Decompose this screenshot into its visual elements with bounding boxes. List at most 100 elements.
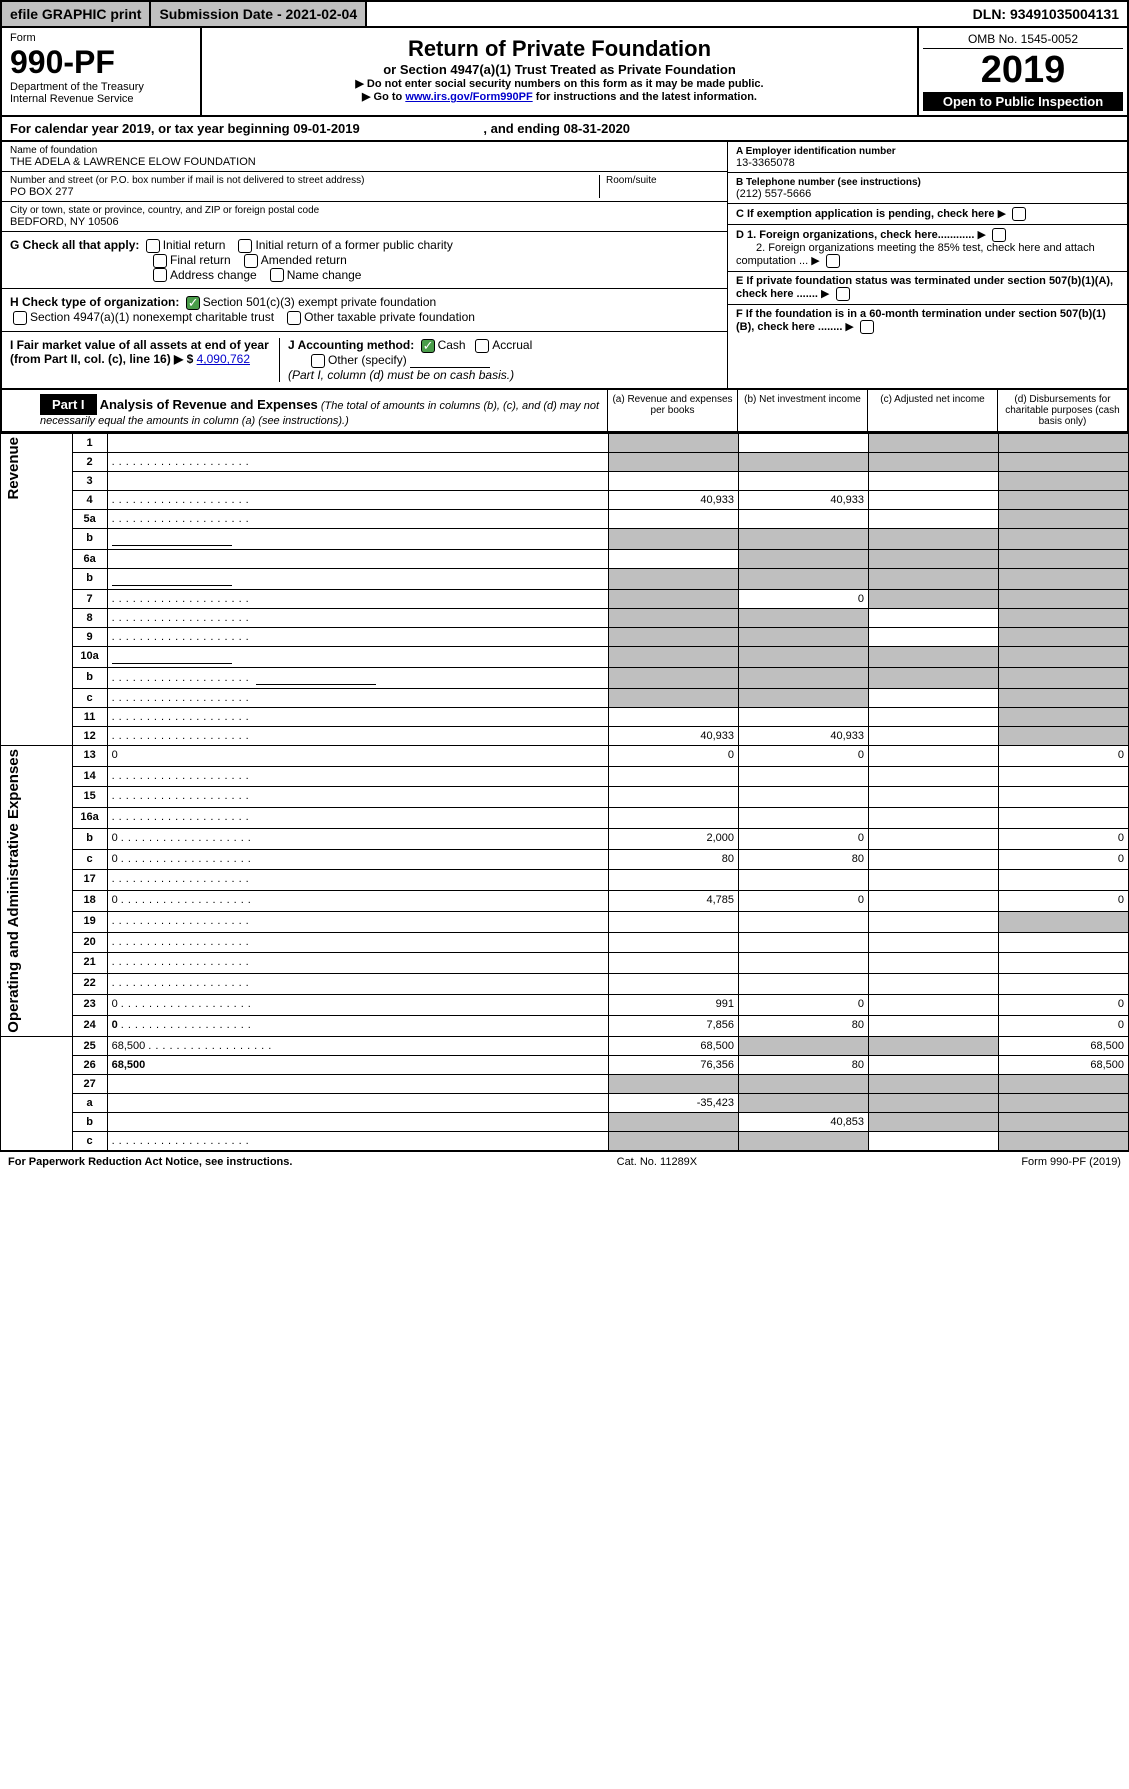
line-description: ....................: [107, 608, 608, 627]
line-description: ....................: [107, 452, 608, 471]
room-suite-label: Room/suite: [606, 175, 719, 186]
value-cell-c: [869, 608, 999, 627]
value-cell-b: 40,933: [739, 726, 869, 745]
d-row: D 1. Foreign organizations, check here..…: [728, 225, 1127, 272]
table-row: 7 ....................0: [1, 589, 1129, 608]
line-description: [107, 1112, 608, 1131]
amended-return-checkbox[interactable]: [244, 254, 258, 268]
value-cell-d: 0: [999, 1015, 1129, 1036]
value-cell-a: 4,785: [609, 891, 739, 912]
line-number: 25: [72, 1036, 107, 1055]
foundation-name-row: Name of foundation THE ADELA & LAWRENCE …: [2, 142, 727, 172]
501c3-checkbox[interactable]: [186, 296, 200, 310]
value-cell-a: 76,356: [609, 1055, 739, 1074]
foreign-org-checkbox[interactable]: [992, 228, 1006, 242]
line-number: 27: [72, 1074, 107, 1093]
value-cell-d: [999, 974, 1129, 995]
value-cell-c: [869, 1015, 999, 1036]
address-change-checkbox[interactable]: [153, 268, 167, 282]
table-row: 16a ....................: [1, 808, 1129, 829]
name-change-checkbox[interactable]: [270, 268, 284, 282]
value-cell-d: [999, 646, 1129, 667]
cash-checkbox[interactable]: [421, 339, 435, 353]
instr-no-ssn: ▶ Do not enter social security numbers o…: [210, 77, 909, 90]
value-cell-d: [999, 452, 1129, 471]
value-cell-c: [869, 1131, 999, 1150]
table-row: 14 ....................: [1, 766, 1129, 787]
address: PO BOX 277: [10, 186, 599, 198]
city-row: City or town, state or province, country…: [2, 202, 727, 232]
line-description: ....................: [107, 932, 608, 953]
line-number: 16a: [72, 808, 107, 829]
value-cell-a: [609, 688, 739, 707]
value-cell-c: [869, 808, 999, 829]
table-row: c ....................: [1, 688, 1129, 707]
ein-row: A Employer identification number 13-3365…: [728, 142, 1127, 173]
value-cell-a: [609, 1074, 739, 1093]
line-description: ....................: [107, 627, 608, 646]
value-cell-d: [999, 953, 1129, 974]
form-number: 990-PF: [10, 44, 192, 81]
fmv-link[interactable]: 4,090,762: [197, 352, 250, 366]
expenses-label: Operating and Administrative Expenses: [5, 749, 35, 1033]
initial-return-checkbox[interactable]: [146, 239, 160, 253]
value-cell-d: [999, 688, 1129, 707]
table-row: 240 ...................7,856800: [1, 1015, 1129, 1036]
foreign-85-checkbox[interactable]: [826, 254, 840, 268]
value-cell-b: [739, 433, 869, 452]
value-cell-a: [609, 870, 739, 891]
value-cell-c: [869, 1055, 999, 1074]
table-row: 21 ....................: [1, 953, 1129, 974]
value-cell-c: [869, 974, 999, 995]
accrual-checkbox[interactable]: [475, 339, 489, 353]
value-cell-c: [869, 1093, 999, 1112]
line-number: b: [72, 568, 107, 589]
value-cell-d: [999, 509, 1129, 528]
form-title: Return of Private Foundation: [210, 36, 909, 62]
form-word: Form: [10, 32, 192, 44]
other-method-checkbox[interactable]: [311, 354, 325, 368]
irs-link[interactable]: www.irs.gov/Form990PF: [405, 91, 532, 103]
line-description: 68,500 ..................: [107, 1036, 608, 1055]
terminated-checkbox[interactable]: [836, 287, 850, 301]
line-description: [107, 1074, 608, 1093]
value-cell-c: [869, 911, 999, 932]
line-number: c: [72, 849, 107, 870]
col-d-header: (d) Disbursements for charitable purpose…: [997, 390, 1127, 431]
table-row: 6a: [1, 549, 1129, 568]
table-row: 4 ....................40,93340,933: [1, 490, 1129, 509]
value-cell-d: [999, 1074, 1129, 1093]
table-row: 10a: [1, 646, 1129, 667]
value-cell-d: 68,500: [999, 1055, 1129, 1074]
line-number: 12: [72, 726, 107, 745]
value-cell-d: [999, 433, 1129, 452]
table-row: a-35,423: [1, 1093, 1129, 1112]
line-number: 8: [72, 608, 107, 627]
value-cell-c: [869, 849, 999, 870]
60month-checkbox[interactable]: [860, 320, 874, 334]
value-cell-b: [739, 707, 869, 726]
final-return-checkbox[interactable]: [153, 254, 167, 268]
table-row: 27: [1, 1074, 1129, 1093]
4947-checkbox[interactable]: [13, 311, 27, 325]
form-title-section: Return of Private Foundation or Section …: [202, 28, 917, 115]
exemption-pending-checkbox[interactable]: [1012, 207, 1026, 221]
value-cell-c: [869, 1036, 999, 1055]
line-number: 11: [72, 707, 107, 726]
value-cell-c: [869, 1112, 999, 1131]
initial-former-checkbox[interactable]: [238, 239, 252, 253]
efile-print-button[interactable]: efile GRAPHIC print: [2, 2, 151, 26]
value-cell-b: [739, 953, 869, 974]
line-number: b: [72, 1112, 107, 1131]
value-cell-b: [739, 528, 869, 549]
table-row: 180 ...................4,78500: [1, 891, 1129, 912]
line-description: ....................: [107, 509, 608, 528]
other-taxable-checkbox[interactable]: [287, 311, 301, 325]
value-cell-a: [609, 766, 739, 787]
line-number: 7: [72, 589, 107, 608]
line-description: ....................: [107, 1131, 608, 1150]
revenue-label: Revenue: [5, 437, 35, 500]
value-cell-c: [869, 667, 999, 688]
line-description: ....................: [107, 808, 608, 829]
value-cell-b: [739, 688, 869, 707]
